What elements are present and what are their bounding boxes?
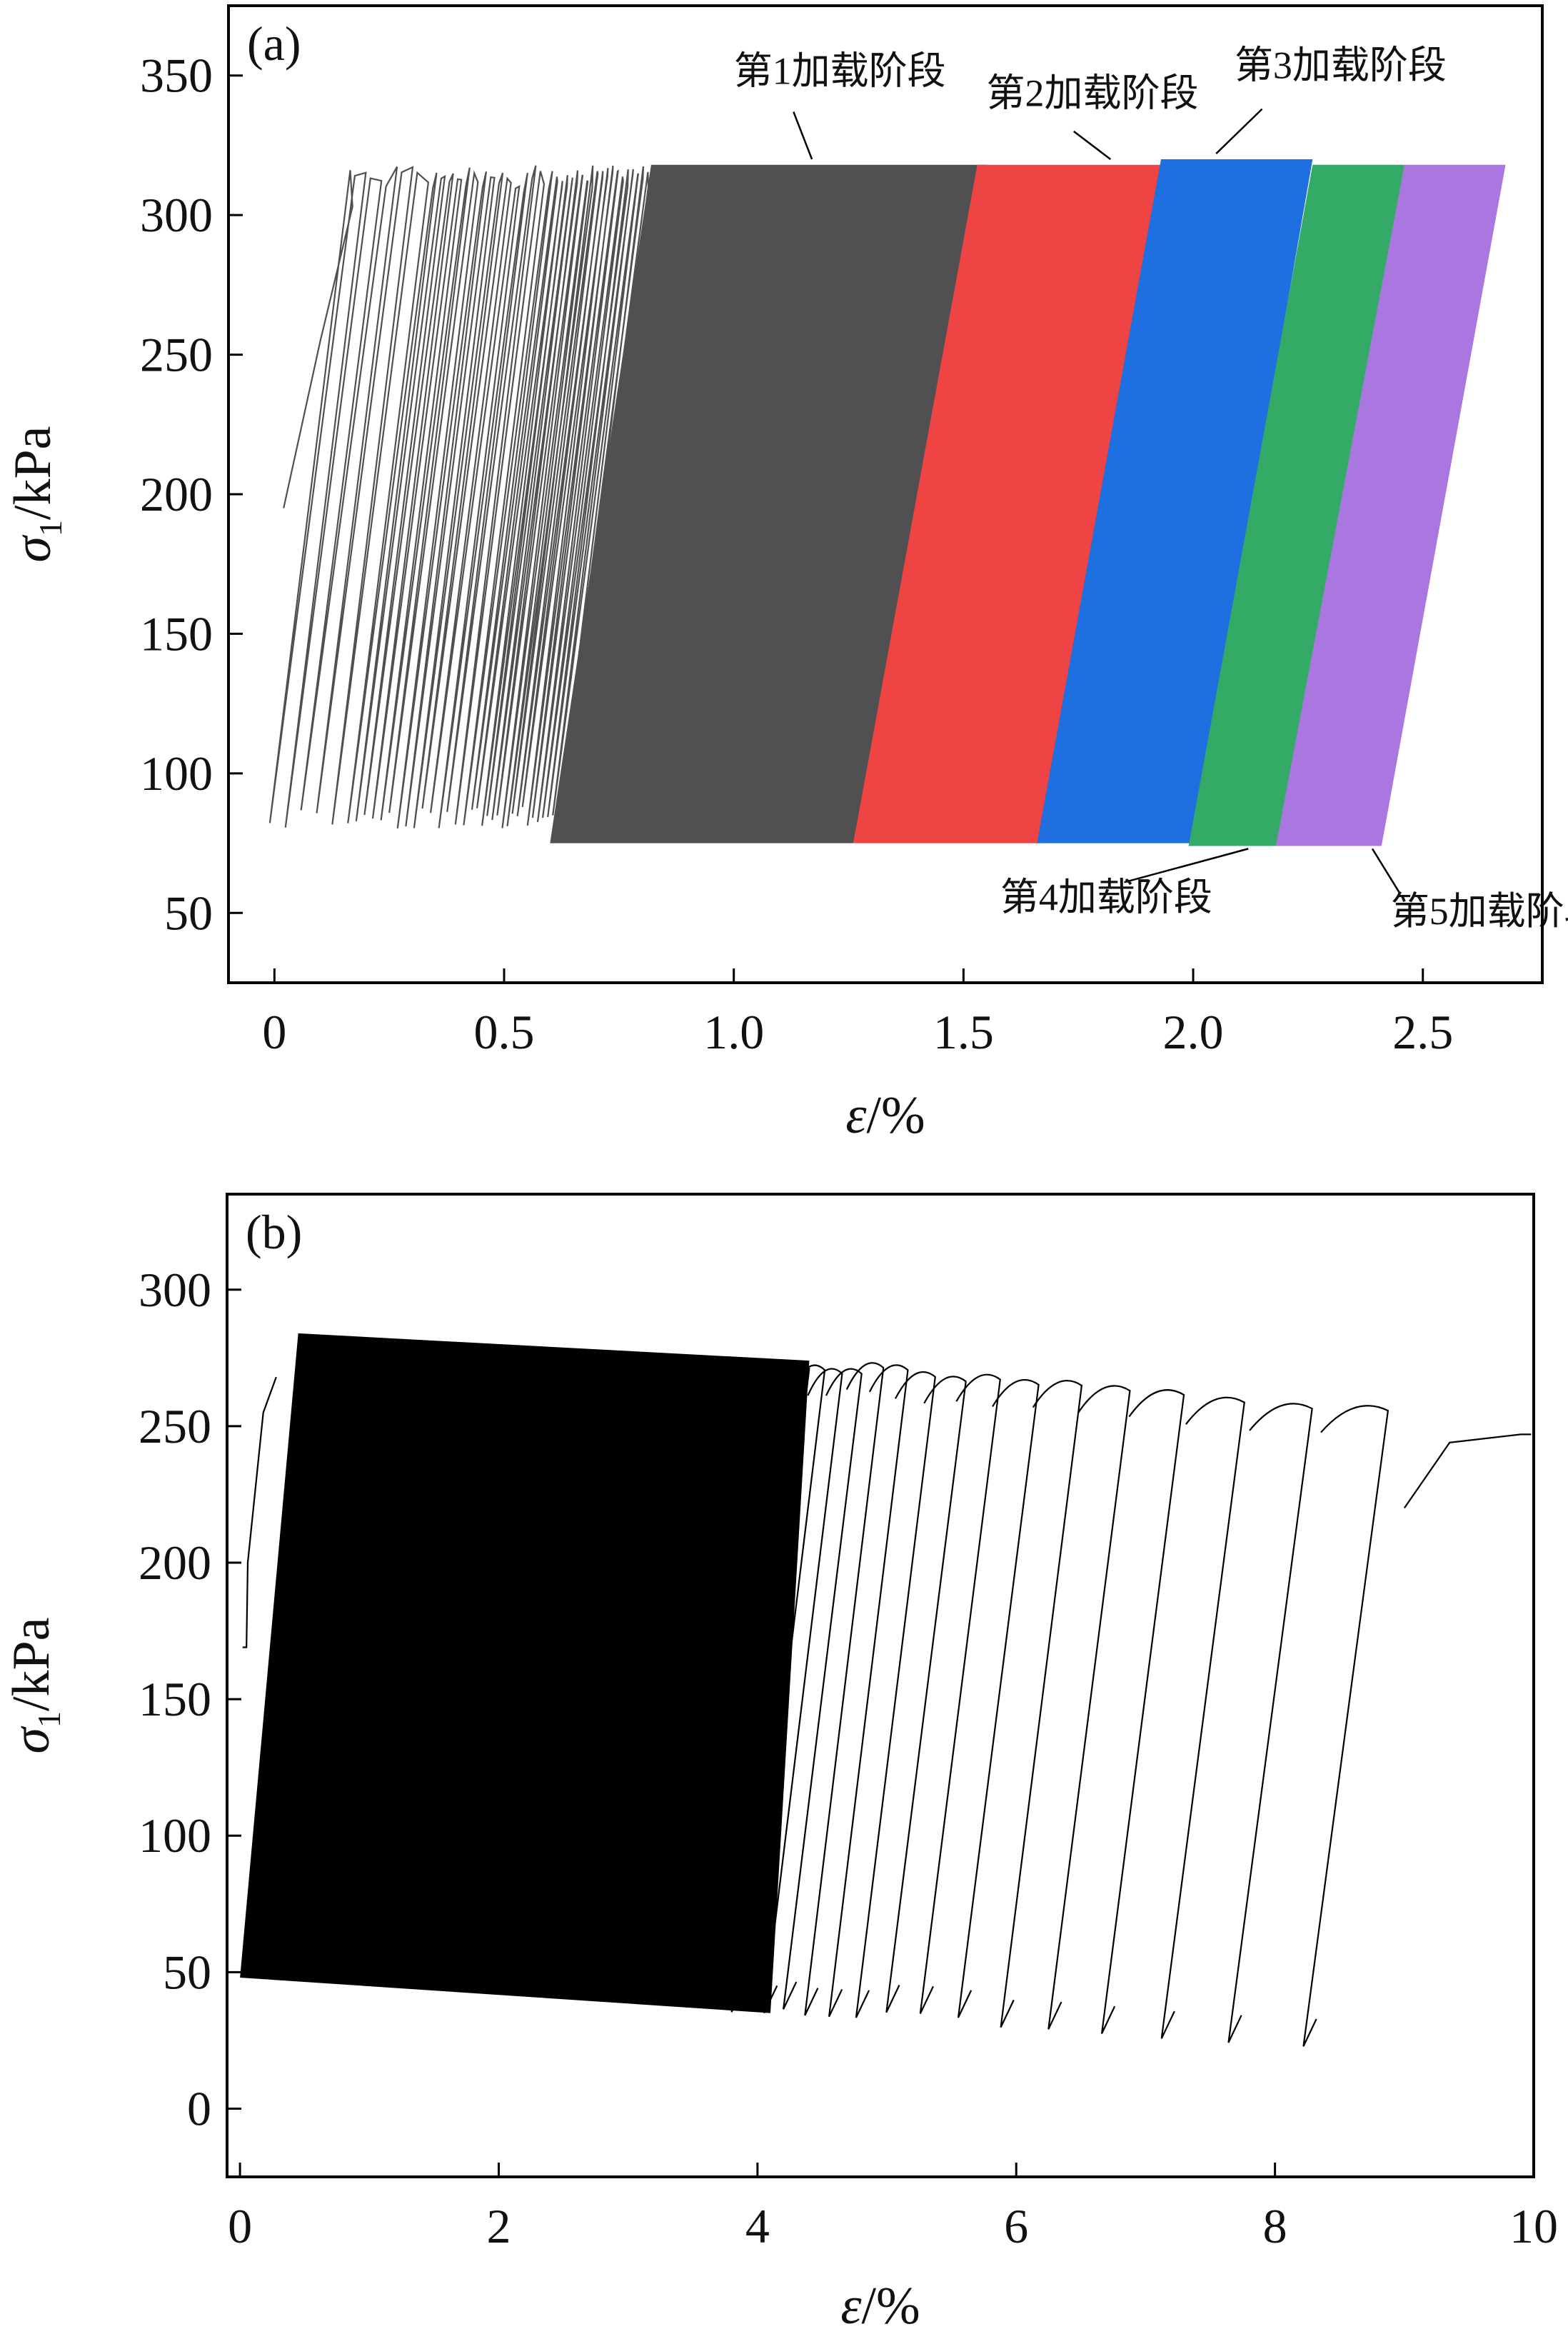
panel-a-data-layer [268,159,1506,846]
y-tick-label: 150 [139,1672,211,1726]
panel-a-label: (a) [247,16,301,71]
panel-a-x-symbol: ε [845,1086,867,1145]
panel-b-x-axis-title: ε/% [840,2277,920,2335]
stage-4-annotation: 第4加载阶段 [1000,876,1212,918]
x-tick-label: 0 [228,2199,252,2253]
x-tick-label: 10 [1509,2199,1558,2253]
x-tick-label: 2.0 [1163,1005,1224,1059]
panel-a-y-unit: /kPa [4,426,62,520]
stage-1-annotation: 第1加载阶段 [734,49,946,92]
x-tick-label: 8 [1263,2199,1287,2253]
x-tick-label: 6 [1004,2199,1028,2253]
stage-5-band [1275,164,1506,846]
stage-3-band [1037,159,1313,843]
y-tick-label: 250 [139,1399,211,1453]
panel-a-y-symbol: σ [4,535,62,563]
x-tick-label: 2.5 [1392,1005,1453,1059]
y-tick-label: 200 [139,1536,211,1590]
y-tick-label: 350 [140,49,213,103]
x-tick-label: 0 [262,1005,286,1059]
panel-b-data-layer [240,1333,1532,2047]
y-tick-label: 150 [140,606,213,661]
panel-b-x-symbol: ε [840,2277,862,2335]
panel-a-ticks: 0 0.5 1.0 1.5 2.0 2.5 50 100 150 200 250 300 350 [140,49,1453,1059]
panel-b-y-subscript: 1 [31,1711,67,1728]
panel-a-x-axis-title: ε/% [845,1086,925,1145]
panel-a-y-subscript: 1 [32,520,69,536]
stage-3-annotation: 第3加载阶段 [1235,44,1447,87]
annotation-leader-line [1215,108,1263,155]
panel-b-y-unit: /kPa [2,1617,61,1711]
annotation-leader-line [1073,130,1112,160]
stage-1-band [550,164,987,843]
panel-b-y-symbol: σ [2,1726,61,1754]
y-tick-label: 200 [140,467,213,521]
y-tick-label: 100 [139,1808,211,1863]
y-tick-label: 300 [139,1263,211,1317]
y-tick-label: 50 [164,886,213,940]
y-tick-label: 100 [140,746,213,801]
x-tick-label: 1.0 [703,1005,764,1059]
panel-b-x-unit: /% [861,2277,920,2335]
stage-2-annotation: 第2加载阶段 [987,72,1199,115]
annotation-leader-line [793,111,813,160]
panel-a-y-axis-title: σ1/kPa [4,426,69,562]
dense-cycles-band [240,1333,810,2013]
panel-b-y-axis-title: σ1/kPa [2,1617,67,1753]
x-tick-label: 1.5 [933,1005,994,1059]
stage-4-band [1188,164,1404,846]
stage-5-annotation: 第5加载阶段 [1391,890,1568,933]
panel-b-plot-frame [226,1193,1535,2178]
annotation-leader-line [1371,848,1401,894]
annotation-leader-line [1124,848,1249,883]
cycle-loops [242,1362,1532,2047]
y-tick-label: 250 [140,328,213,382]
panel-a-x-unit: /% [866,1086,925,1145]
x-tick-label: 0.5 [474,1005,535,1059]
y-tick-label: 0 [187,2081,211,2135]
x-tick-label: 2 [486,2199,511,2253]
y-tick-label: 300 [140,188,213,242]
y-tick-label: 50 [163,1945,211,1999]
panel-b-label: (b) [246,1205,302,1259]
x-tick-label: 4 [745,2199,770,2253]
stage-2-band [853,164,1162,843]
